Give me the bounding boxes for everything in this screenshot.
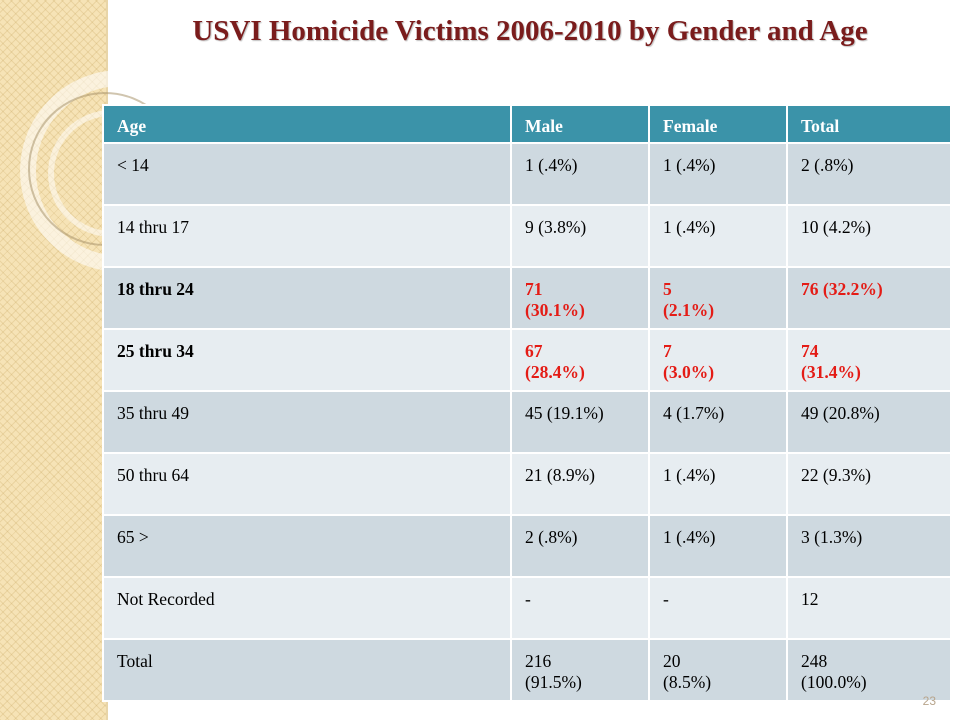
cell-age: 14 thru 17 (102, 204, 512, 268)
cell-male: 67 (28.4%) (510, 328, 650, 392)
cell-total-line: 74 (801, 341, 819, 361)
cell-male-line: (28.4%) (525, 362, 585, 382)
cell-total-line: 10 (4.2%) (801, 217, 871, 237)
cell-male-line: 2 (.8%) (525, 527, 578, 547)
cell-male-line: 216 (525, 651, 552, 671)
cell-female-line: 7 (663, 341, 672, 361)
slide-title: USVI Homicide Victims 2006-2010 by Gende… (192, 15, 868, 47)
cell-male-line: 67 (525, 341, 543, 361)
homicide-victims-table: Age Male Female Total < 14 1 (.4%) 1 (.4%)… (102, 104, 952, 702)
cell-male: - (510, 576, 650, 640)
cell-total-line: 12 (801, 589, 819, 609)
cell-age: 65 > (102, 514, 512, 578)
cell-total-line: 76 (32.2%) (801, 279, 883, 299)
cell-male: 216 (91.5%) (510, 638, 650, 702)
cell-total: 76 (32.2%) (786, 266, 952, 330)
cell-total: 12 (786, 576, 952, 640)
cell-age: < 14 (102, 142, 512, 206)
cell-female-line: 1 (.4%) (663, 155, 716, 175)
cell-female: 20 (8.5%) (648, 638, 788, 702)
cell-total-line: 49 (20.8%) (801, 403, 880, 423)
cell-female: 1 (.4%) (648, 452, 788, 516)
cell-male: 45 (19.1%) (510, 390, 650, 454)
cell-male-line: 71 (525, 279, 543, 299)
table-row: 25 thru 34 67 (28.4%) 7 (3.0%) 74 (31.4%) (102, 328, 952, 392)
cell-male-line: 21 (8.9%) (525, 465, 595, 485)
cell-total: 49 (20.8%) (786, 390, 952, 454)
cell-female-line: (2.1%) (663, 300, 715, 320)
cell-male-line: - (525, 589, 531, 609)
cell-male-line: (30.1%) (525, 300, 585, 320)
cell-female-line: - (663, 589, 669, 609)
cell-female-line: 5 (663, 279, 672, 299)
cell-female: - (648, 576, 788, 640)
cell-female: 5 (2.1%) (648, 266, 788, 330)
cell-age: 50 thru 64 (102, 452, 512, 516)
cell-male-line: 45 (19.1%) (525, 403, 604, 423)
table-header-row: Age Male Female Total (102, 104, 952, 144)
cell-total-line: 22 (9.3%) (801, 465, 871, 485)
page-number: 23 (922, 694, 936, 708)
cell-female: 1 (.4%) (648, 514, 788, 578)
cell-total-line: 2 (.8%) (801, 155, 854, 175)
cell-age: Total (102, 638, 512, 702)
cell-total-line: (31.4%) (801, 362, 861, 382)
cell-total: 10 (4.2%) (786, 204, 952, 268)
cell-female: 1 (.4%) (648, 204, 788, 268)
table-body: < 14 1 (.4%) 1 (.4%) 2 (.8%) 14 thru 17 9 (3.… (102, 142, 952, 702)
cell-total: 248 (100.0%) (786, 638, 952, 702)
table-row: 14 thru 17 9 (3.8%) 1 (.4%) 10 (4.2%) (102, 204, 952, 268)
cell-total: 3 (1.3%) (786, 514, 952, 578)
table-row: < 14 1 (.4%) 1 (.4%) 2 (.8%) (102, 142, 952, 206)
cell-male-line: (91.5%) (525, 672, 582, 692)
cell-female-line: 20 (663, 651, 681, 671)
cell-female-line: (8.5%) (663, 672, 712, 692)
cell-total-line: 3 (1.3%) (801, 527, 863, 547)
cell-age: Not Recorded (102, 576, 512, 640)
cell-male: 2 (.8%) (510, 514, 650, 578)
cell-female-line: (3.0%) (663, 362, 715, 382)
cell-male: 1 (.4%) (510, 142, 650, 206)
header-male: Male (510, 104, 650, 144)
cell-age: 18 thru 24 (102, 266, 512, 330)
table-row: 18 thru 24 71 (30.1%) 5 (2.1%) 76 (32.2%) (102, 266, 952, 330)
header-age: Age (102, 104, 512, 144)
cell-age: 25 thru 34 (102, 328, 512, 392)
cell-male: 9 (3.8%) (510, 204, 650, 268)
table-row: 65 > 2 (.8%) 1 (.4%) 3 (1.3%) (102, 514, 952, 578)
table-row: 35 thru 49 45 (19.1%) 4 (1.7%) 49 (20.8%) (102, 390, 952, 454)
table-row: Total 216 (91.5%) 20 (8.5%) 248 (100.0%) (102, 638, 952, 702)
cell-female: 4 (1.7%) (648, 390, 788, 454)
cell-male-line: 9 (3.8%) (525, 217, 587, 237)
cell-age: 35 thru 49 (102, 390, 512, 454)
header-total: Total (786, 104, 952, 144)
cell-male: 21 (8.9%) (510, 452, 650, 516)
header-female: Female (648, 104, 788, 144)
cell-total: 2 (.8%) (786, 142, 952, 206)
table-row: 50 thru 64 21 (8.9%) 1 (.4%) 22 (9.3%) (102, 452, 952, 516)
cell-female-line: 1 (.4%) (663, 527, 716, 547)
cell-female-line: 1 (.4%) (663, 217, 716, 237)
cell-total: 74 (31.4%) (786, 328, 952, 392)
cell-female-line: 4 (1.7%) (663, 403, 725, 423)
cell-total: 22 (9.3%) (786, 452, 952, 516)
cell-total-line: (100.0%) (801, 672, 867, 692)
cell-female: 7 (3.0%) (648, 328, 788, 392)
cell-total-line: 248 (801, 651, 828, 671)
cell-male-line: 1 (.4%) (525, 155, 578, 175)
table-row: Not Recorded - -12 (102, 576, 952, 640)
cell-female-line: 1 (.4%) (663, 465, 716, 485)
cell-male: 71 (30.1%) (510, 266, 650, 330)
cell-female: 1 (.4%) (648, 142, 788, 206)
